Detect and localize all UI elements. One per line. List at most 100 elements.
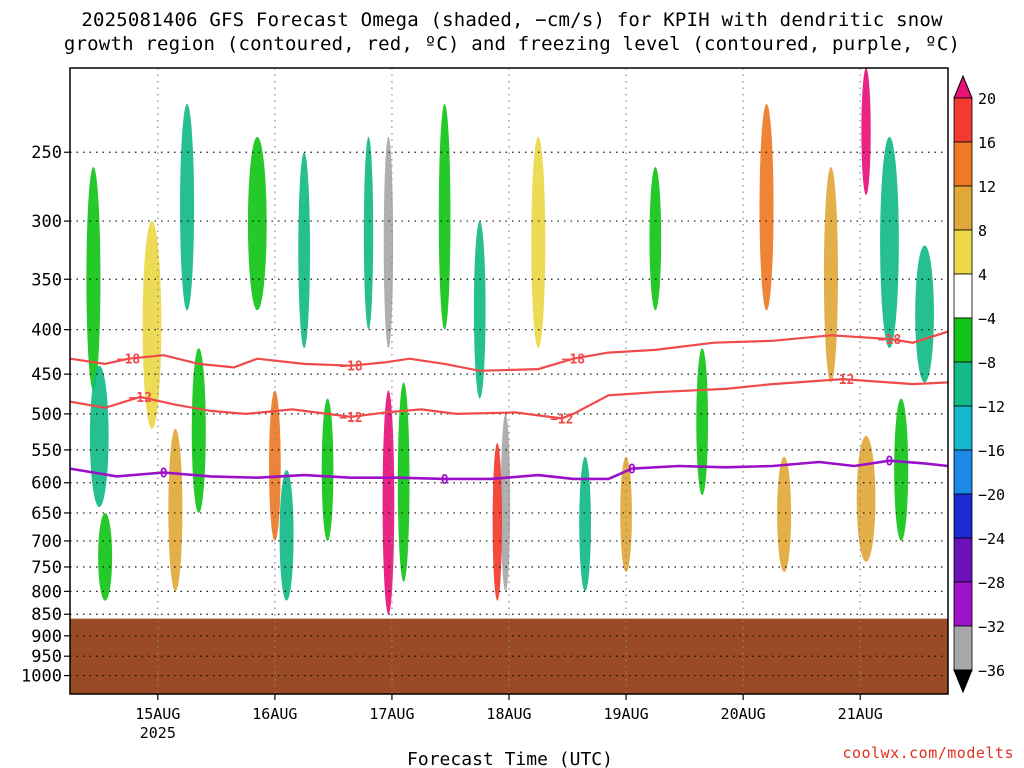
contour-minus18-label-3: −18 [878,333,902,348]
omega-cell-30 [880,136,899,349]
freezing-level-label-3: 0 [886,455,894,470]
omega-cell-4 [168,428,183,592]
x-tick-label-5: 20AUG [721,705,766,723]
colorbar-box-5 [953,273,973,319]
omega-cell-6 [191,348,206,513]
omega-cell-25 [759,103,774,311]
x-tick-label-1: 16AUG [252,705,297,723]
x-tick-label-2: 17AUG [369,705,414,723]
colorbar-label-11: −28 [978,574,1005,592]
omega-cell-26 [777,456,792,572]
chart-title-line-1: 2025081406 GFS Forecast Omega (shaded, −… [81,9,943,31]
x-tick-label-6: 21AUG [838,705,883,723]
omega-cell-28 [861,68,871,196]
contour-minus12-label-1: −12 [339,411,362,426]
y-tick-label-12: 850 [31,605,62,625]
contour-minus18-label-0: −18 [117,353,141,368]
colorbar-label-1: 16 [978,134,996,152]
colorbar-box-1 [953,97,973,143]
x-tick-label-3: 18AUG [486,705,531,723]
colorbar-label-5: −4 [978,310,996,328]
colorbar-box-7 [953,361,973,407]
omega-cell-21 [579,456,591,592]
y-tick-label-8: 650 [31,504,62,524]
colorbar-label-13: −36 [978,662,1005,680]
colorbar-label-6: −8 [978,354,996,372]
y-tick-label-4: 450 [31,365,62,385]
omega-cell-9 [279,469,294,601]
y-tick-label-0: 250 [31,143,62,163]
colorbar-box-12 [953,581,973,627]
contour-minus12-label-3: −12 [831,373,854,388]
y-tick-label-2: 350 [31,270,62,290]
plot-area: −18 −18 −18 −18 −12 −12 −12 −12 0 0 0 0 250 300 350 400… [21,67,949,742]
freezing-level-label-1: 0 [441,473,449,488]
omega-cell-23 [649,167,662,311]
omega-cell-12 [363,136,374,330]
x-axis-label: Forecast Time (UTC) [407,749,613,768]
y-tick-label-9: 700 [31,532,62,552]
omega-field: −18 −18 −18 −18 −12 −12 −12 −12 0 0 0 0 [70,68,948,694]
contour-minus12-line [70,377,948,420]
omega-cell-18 [500,413,511,592]
freezing-level-label-0: 0 [160,467,168,482]
colorbar-box-6 [953,317,973,363]
omega-cell-32 [894,398,909,541]
omega-cell-17 [473,221,486,399]
contour-minus18-label-2: −18 [562,353,586,368]
y-tick-label-1: 300 [31,212,62,232]
contour-minus18-line [70,330,948,372]
colorbar-box-8 [953,405,973,451]
omega-cell-16 [438,103,451,330]
colorbar-bottom-arrow [953,669,973,694]
contour-minus12-label-0: −12 [128,391,151,406]
colorbar-box-3 [953,185,973,231]
y-tick-label-10: 750 [31,558,62,578]
y-tick-label-5: 500 [31,405,62,425]
colorbar-box-13 [953,625,973,671]
colorbar-box-10 [953,493,973,539]
colorbar-label-4: 4 [978,266,987,284]
x-tick-label-4: 19AUG [603,705,648,723]
credit-text[interactable]: coolwx.com/modelts [842,744,1014,762]
colorbar-label-10: −24 [978,530,1005,548]
omega-cell-31 [915,245,934,383]
omega-cell-2 [98,512,113,601]
omega-cell-20 [531,136,546,349]
omega-cell-22 [620,456,632,572]
y-tick-label-14: 950 [31,647,62,667]
omega-cell-29 [856,435,876,562]
y-tick-label-3: 400 [31,321,62,341]
omega-cell-14 [382,390,395,615]
omega-cell-10 [298,152,310,349]
y-tick-label-13: 900 [31,627,62,647]
ground-fill [70,618,948,694]
colorbar-label-7: −12 [978,398,1005,416]
colorbar: 20 16 12 8 4 −4 −8 −12 −16 −20 −24 −28 −32 −36 [953,74,1005,694]
x-tick-label-0: 15AUG [135,705,180,723]
omega-cell-5 [180,103,195,311]
y-tick-label-11: 800 [31,582,62,602]
colorbar-top-arrow [953,74,973,99]
y-tick-label-6: 550 [31,441,62,461]
freezing-level-line [70,459,948,481]
freezing-level-label-2: 0 [628,463,636,478]
chart-title-line-2: growth region (contoured, red, ºC) and f… [63,33,961,55]
omega-cell-3 [142,221,162,429]
colorbar-label-8: −16 [978,442,1005,460]
omega-cell-19 [492,442,502,601]
colorbar-label-0: 20 [978,90,996,108]
colorbar-box-4 [953,229,973,275]
omega-cell-27 [823,167,838,383]
omega-cell-0 [86,167,101,391]
contour-minus18-label-1: −18 [339,360,363,375]
y-tick-label-15: 1000 [21,667,62,687]
colorbar-label-2: 12 [978,178,996,196]
omega-cell-1 [89,365,109,508]
colorbar-box-2 [953,141,973,187]
y-tick-label-7: 600 [31,474,62,494]
omega-cell-24 [696,348,709,496]
omega-cell-13 [383,136,394,349]
x-tick-sublabel-0: 2025 [140,724,176,742]
